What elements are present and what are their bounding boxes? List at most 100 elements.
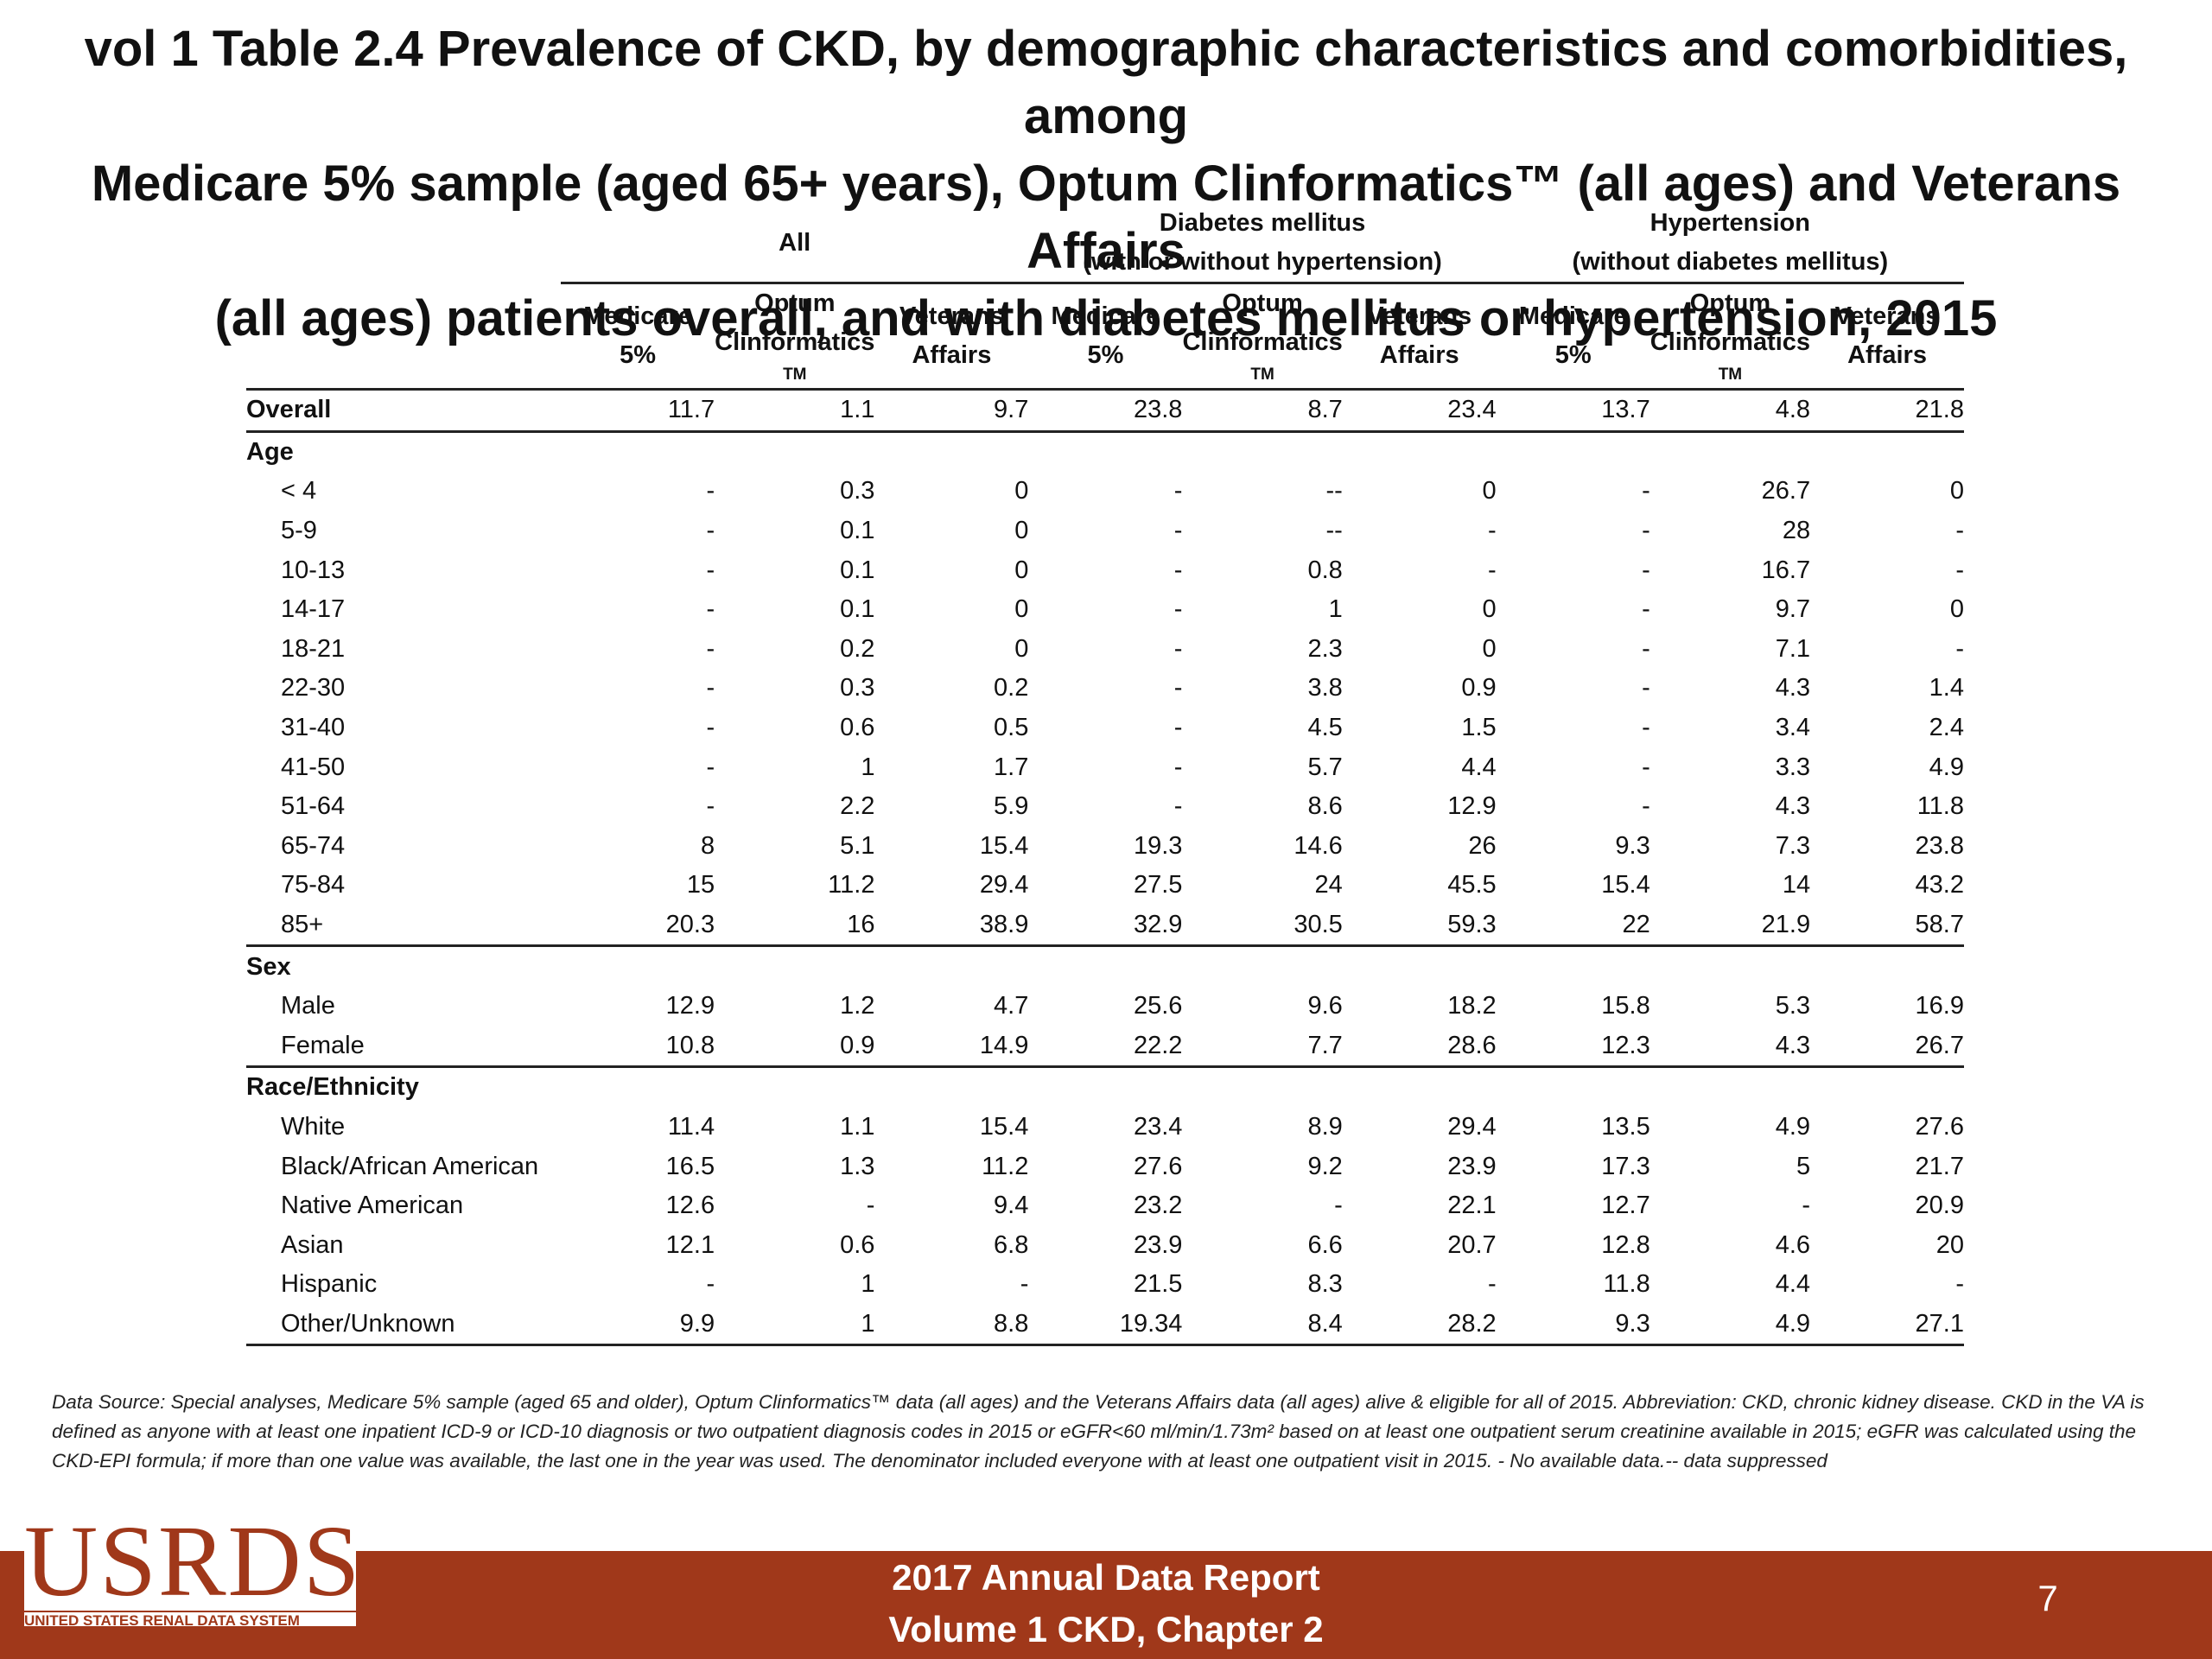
column-header-medicare-line1: Medicare xyxy=(1051,302,1160,330)
table-cell: 9.9 xyxy=(561,1304,715,1347)
column-header-medicare-line2: 5% xyxy=(1554,341,1592,369)
table-cell: - xyxy=(1173,792,1183,821)
table-cell: 4.4 xyxy=(1775,1270,1811,1299)
table-cell: 0.6 xyxy=(840,1230,875,1259)
table-cell: 23.4 xyxy=(1447,396,1497,424)
table-cell: 0 xyxy=(1014,517,1029,545)
table-cell: 16 xyxy=(847,911,875,939)
column-header-optum-line1: Optum xyxy=(1222,289,1303,317)
table-row: Female 10.8 0.9 14.9 22.2 7.7 28.6 12.3 4.3 26.7 xyxy=(246,1027,1964,1067)
table-row: 65-74 8 5.1 15.4 19.3 14.6 26 9.3 7.3 23.8 xyxy=(246,827,1964,867)
table-cell: 1.1 xyxy=(840,396,875,424)
table-cell: 0.8 xyxy=(1307,556,1343,584)
table-cell: 0 xyxy=(1949,477,1964,505)
overall-row: Overall 11.7 1.1 9.7 23.8 8.7 23.4 13.7 4.8 21.8 xyxy=(246,390,1964,432)
table-cell: 12.6 xyxy=(665,1192,715,1220)
table-cell: 21.8 xyxy=(1915,396,1964,424)
column-header-medicare-line1: Medicare xyxy=(1518,302,1628,330)
table-cell: 17.3 xyxy=(1601,1152,1650,1180)
empty-cell xyxy=(1496,1065,1650,1108)
table-cell: 12.3 xyxy=(1601,1031,1650,1059)
table-cell: - xyxy=(1173,634,1183,663)
empty-cell xyxy=(1649,1065,1811,1108)
table-cell: 15 xyxy=(686,871,715,899)
table-cell: 0.6 xyxy=(840,714,875,742)
table-cell: 0.2 xyxy=(994,674,1029,702)
table-cell: 9.7 xyxy=(994,396,1029,424)
table-cell: 10.8 xyxy=(665,1031,715,1059)
table-cell: 4.9 xyxy=(1649,1304,1811,1347)
table-cell: - xyxy=(1488,556,1497,584)
table-row: 10-13 - 0.1 0 - 0.8 - - 16.7 - xyxy=(246,550,1964,590)
row-label: 18-21 xyxy=(281,634,346,663)
table-cell: 0.9 xyxy=(1461,674,1497,702)
table-cell: 2.2 xyxy=(840,792,875,821)
table-cell: 1.4 xyxy=(1929,674,1964,702)
column-header-va-line1: Veterans xyxy=(1367,302,1472,330)
table-row: Hispanic - 1 - 21.5 8.3 - 11.8 4.4 - xyxy=(246,1265,1964,1305)
title-line-3: (all ages) patients overall, and with di… xyxy=(214,290,1998,346)
empty-cell xyxy=(874,1065,1029,1108)
row-label: Native American xyxy=(281,1192,464,1220)
table-cell: 0 xyxy=(1014,595,1029,624)
table-row: 22-30 - 0.3 0.2 - 3.8 0.9 - 4.3 1.4 xyxy=(246,669,1964,709)
table-cell: 11.7 xyxy=(667,396,715,424)
row-label: 5-9 xyxy=(281,517,317,545)
empty-cell xyxy=(1028,429,1183,473)
empty-cell xyxy=(1342,944,1497,987)
table-cell: 28 xyxy=(1782,517,1811,545)
table-cell: 14 xyxy=(1782,871,1811,899)
table-cell: 5 xyxy=(1796,1152,1811,1180)
table-cell: 6.8 xyxy=(994,1230,1029,1259)
table-cell: 0 xyxy=(1014,556,1029,584)
table-cell: - xyxy=(706,1270,715,1299)
table-cell: - xyxy=(1955,556,1964,584)
table-cell: - xyxy=(1173,517,1183,545)
column-header-va-line1: Veterans xyxy=(1834,302,1940,330)
column-header-optum-line1: Optum xyxy=(1689,289,1771,317)
table-cell: 23.9 xyxy=(1447,1152,1497,1180)
column-header-medicare: Medicare 5% xyxy=(1497,283,1650,390)
table-cell: - xyxy=(1334,1192,1343,1220)
table-cell: 8.6 xyxy=(1307,792,1343,821)
table-cell: 2.3 xyxy=(1307,634,1343,663)
table-cell: 0 xyxy=(1482,477,1497,505)
row-label: 31-40 xyxy=(281,714,346,742)
table-cell: 4.3 xyxy=(1775,674,1811,702)
table-cell: - xyxy=(1642,517,1650,545)
footnote: Data Source: Special analyses, Medicare … xyxy=(52,1391,2145,1471)
group-dm-line2: (with or without hypertension) xyxy=(1083,248,1442,276)
table-cell: 8 xyxy=(700,831,715,860)
group-header-diabetes: Diabetes mellitus (with or without hyper… xyxy=(1028,204,1497,284)
table-cell: 13.7 xyxy=(1601,396,1650,424)
empty-cell xyxy=(1342,1065,1497,1108)
empty-cell xyxy=(1342,429,1497,473)
table-cell: 7.3 xyxy=(1775,831,1811,860)
table-cell: 0.5 xyxy=(994,714,1029,742)
table-row: 75-84 15 11.2 29.4 27.5 24 45.5 15.4 14 43.2 xyxy=(246,866,1964,906)
table-cell: 16.7 xyxy=(1761,556,1811,584)
table-cell: 9.7 xyxy=(1775,595,1811,624)
table-cell: 6.6 xyxy=(1307,1230,1343,1259)
section-header-age: Age xyxy=(246,429,1964,473)
table-cell: - xyxy=(1642,792,1650,821)
table-cell: 5.7 xyxy=(1307,753,1343,781)
column-header-optum-line2: Clinformatics xyxy=(1649,328,1811,356)
table-cell: 8.3 xyxy=(1307,1270,1343,1299)
table-cell: 16.5 xyxy=(665,1152,715,1180)
table-cell: 29.4 xyxy=(979,871,1029,899)
table-cell: - xyxy=(1642,674,1650,702)
table-cell: 4.3 xyxy=(1775,1031,1811,1059)
empty-cell xyxy=(561,429,715,473)
table-cell: 5.1 xyxy=(840,831,875,860)
table-cell: 20 xyxy=(1936,1230,1964,1259)
table-cell: 8.8 xyxy=(874,1304,1029,1347)
table-cell: 9.3 xyxy=(1496,1304,1650,1347)
table-cell: - xyxy=(1642,753,1650,781)
page-number: 7 xyxy=(2037,1578,2058,1618)
row-label: 51-64 xyxy=(281,792,346,821)
column-header-va: Veterans Affairs xyxy=(1810,283,1964,390)
table-cell: 9.3 xyxy=(1615,831,1650,860)
table-cell: 28.2 xyxy=(1342,1304,1497,1347)
table-row: 18-21 - 0.2 0 - 2.3 0 - 7.1 - xyxy=(246,630,1964,670)
